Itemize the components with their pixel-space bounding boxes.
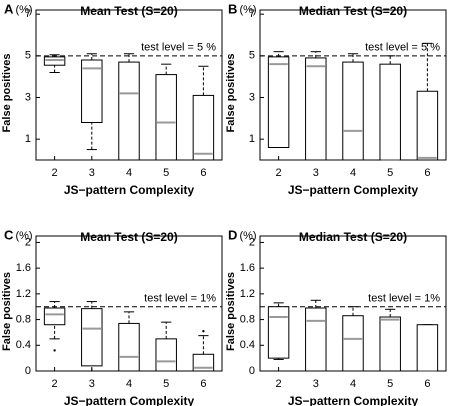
x-tick-label: 4 xyxy=(350,167,356,179)
box xyxy=(379,316,401,372)
box xyxy=(118,322,140,372)
annotation: test level = 5 % xyxy=(365,42,440,54)
y-tick-label: 0 xyxy=(249,365,255,377)
box xyxy=(305,57,327,161)
box xyxy=(342,315,364,372)
box xyxy=(305,307,327,372)
y-tick-label: 2 xyxy=(249,236,255,248)
y-tick-label: 7 xyxy=(25,8,31,20)
y-tick-label: 5 xyxy=(249,50,255,62)
x-axis-label: JS−pattern Complexity xyxy=(64,394,195,406)
chart-title: Median Test (S=20) xyxy=(299,230,407,244)
box xyxy=(267,56,290,148)
y-axis-label: False positives xyxy=(1,272,13,351)
x-tick-label: 2 xyxy=(52,167,58,179)
y-tick-label: 5 xyxy=(25,50,31,62)
unit-label: (%) xyxy=(239,4,256,16)
y-tick-label: 0.8 xyxy=(240,313,255,325)
y-tick-label: 1.2 xyxy=(16,288,31,300)
panel-letter: C xyxy=(4,227,14,242)
y-tick-label: 0 xyxy=(25,365,31,377)
y-tick-label: 2 xyxy=(25,236,31,248)
box xyxy=(416,324,439,372)
x-tick-label: 3 xyxy=(313,167,319,179)
unit-label: (%) xyxy=(239,230,256,242)
x-tick-label: 3 xyxy=(313,378,319,390)
y-tick-label: 3 xyxy=(25,91,31,103)
annotation: test level = 1% xyxy=(368,293,440,305)
y-tick-label: 1.6 xyxy=(240,262,255,274)
panel-letter: B xyxy=(228,1,237,16)
y-tick-label: 3 xyxy=(249,91,255,103)
x-tick-label: 3 xyxy=(89,378,95,390)
y-tick-label: 1 xyxy=(25,133,31,145)
box xyxy=(43,307,66,326)
box xyxy=(81,59,103,123)
chart-title: Mean Test (S=20) xyxy=(80,4,177,18)
x-tick-label: 5 xyxy=(163,378,169,390)
box xyxy=(81,308,103,367)
y-tick-label: 0.8 xyxy=(16,313,31,325)
x-axis-label: JS−pattern Complexity xyxy=(64,183,195,197)
x-tick-label: 3 xyxy=(89,167,95,179)
chart-title: Mean Test (S=20) xyxy=(80,230,177,244)
y-tick-label: 1 xyxy=(249,133,255,145)
x-tick-label: 6 xyxy=(200,167,206,179)
box xyxy=(267,306,290,359)
box xyxy=(155,74,177,161)
y-tick-label: 1.2 xyxy=(240,288,255,300)
x-tick-label: 4 xyxy=(350,378,356,390)
box xyxy=(118,61,140,161)
panel-letter: D xyxy=(228,227,237,242)
x-tick-label: 4 xyxy=(126,378,132,390)
box xyxy=(379,63,401,161)
y-tick-label: 1.6 xyxy=(16,262,31,274)
box xyxy=(342,61,364,161)
x-tick-label: 5 xyxy=(387,167,393,179)
y-axis-label: False positives xyxy=(225,54,237,133)
x-tick-label: 4 xyxy=(126,167,132,179)
box xyxy=(192,94,215,161)
y-axis-label: False positives xyxy=(225,272,237,351)
y-tick-label: 0.4 xyxy=(240,339,255,351)
y-tick-label: 7 xyxy=(249,8,255,20)
annotation: test level = 1% xyxy=(144,293,216,305)
x-tick-label: 6 xyxy=(424,378,430,390)
x-axis-label: JS−pattern Complexity xyxy=(288,183,419,197)
y-tick-label: 0.4 xyxy=(16,339,31,351)
annotation: test level = 5 % xyxy=(141,42,216,54)
y-axis-label: False positives xyxy=(1,54,13,133)
x-tick-label: 2 xyxy=(52,378,58,390)
outlier xyxy=(202,329,205,333)
unit-label: (%) xyxy=(15,230,32,242)
x-axis-label: JS−pattern Complexity xyxy=(288,394,419,406)
x-tick-label: 5 xyxy=(387,378,393,390)
box xyxy=(416,90,439,161)
box xyxy=(155,338,177,372)
unit-label: (%) xyxy=(15,4,32,16)
chart-title: Median Test (S=20) xyxy=(299,4,407,18)
x-tick-label: 6 xyxy=(200,378,206,390)
x-tick-label: 6 xyxy=(424,167,430,179)
box xyxy=(43,56,66,66)
x-tick-label: 2 xyxy=(276,167,282,179)
x-tick-label: 2 xyxy=(276,378,282,390)
panel-letter: A xyxy=(4,1,14,16)
outlier xyxy=(53,349,56,352)
x-tick-label: 5 xyxy=(163,167,169,179)
